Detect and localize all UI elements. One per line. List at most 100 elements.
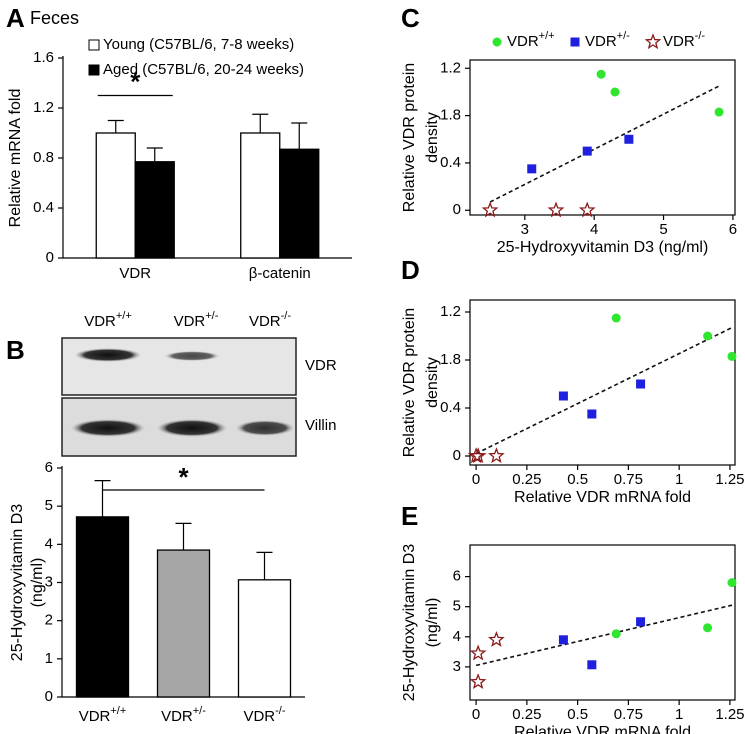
y-tick-label: 4 bbox=[45, 535, 53, 552]
point bbox=[703, 331, 713, 341]
y-tick-label: 5 bbox=[453, 598, 461, 615]
point bbox=[727, 578, 737, 588]
y-tick-label: 0 bbox=[453, 447, 461, 464]
point bbox=[558, 391, 568, 401]
y-tick-label: 0 bbox=[453, 201, 461, 218]
y-tick-label: 0.8 bbox=[33, 149, 54, 166]
x-tick-label: 6 bbox=[729, 221, 737, 238]
legend-label: Aged (C57BL/6, 20-24 weeks) bbox=[103, 61, 304, 78]
point bbox=[610, 87, 620, 97]
significance-star: * bbox=[178, 462, 189, 492]
panel-label: E bbox=[401, 501, 418, 531]
y-tick-label: 1.6 bbox=[33, 49, 54, 66]
point bbox=[481, 201, 499, 218]
point bbox=[624, 134, 634, 144]
x-tick-label: 1.25 bbox=[715, 706, 744, 723]
point bbox=[727, 351, 737, 361]
y-tick-label: 3 bbox=[453, 658, 461, 675]
x-tick-label: β-catenin bbox=[249, 265, 311, 282]
error-bar bbox=[256, 551, 273, 580]
bar bbox=[156, 549, 211, 698]
x-tick-label: 0.25 bbox=[512, 706, 541, 723]
y-axis-label: Relative mRNA fold bbox=[7, 89, 24, 228]
trendline bbox=[475, 326, 733, 455]
x-axis-label: Relative VDR mRNA fold bbox=[514, 489, 691, 506]
error-bar bbox=[94, 479, 111, 517]
y-axis-label: Relative VDR protein bbox=[401, 308, 418, 457]
label-with-superscript: VDR+/- bbox=[585, 30, 630, 50]
panel-label: A bbox=[6, 3, 25, 33]
point bbox=[558, 635, 568, 645]
point bbox=[488, 447, 505, 464]
point bbox=[469, 673, 487, 690]
label-with-superscript: VDR-/- bbox=[663, 30, 705, 50]
blot-row-label: VDR bbox=[305, 357, 337, 374]
x-tick-label: 1.25 bbox=[715, 471, 744, 488]
x-tick-label: 0.75 bbox=[614, 706, 643, 723]
point bbox=[582, 146, 592, 156]
label-superscript: +/+ bbox=[539, 30, 555, 42]
x-tick-label: 0 bbox=[472, 471, 480, 488]
y-axis-label: 25-Hydroxyvitamin D3 bbox=[9, 504, 26, 661]
label-base: VDR bbox=[585, 33, 617, 50]
label-superscript: -/- bbox=[275, 705, 286, 717]
x-tick-label: VDR bbox=[119, 265, 151, 282]
label-superscript: +/+ bbox=[110, 705, 126, 717]
y-tick-label: 0 bbox=[46, 249, 54, 266]
x-tick-label: 5 bbox=[659, 221, 667, 238]
y-tick-label: 6 bbox=[453, 568, 461, 585]
point bbox=[488, 631, 505, 647]
label-with-superscript: VDR-/- bbox=[249, 310, 291, 330]
y-tick-label: 1.2 bbox=[33, 99, 54, 116]
x-tick-label: 0.75 bbox=[614, 471, 643, 488]
plot-frame bbox=[469, 299, 736, 466]
y-tick-label: 6 bbox=[45, 459, 53, 476]
point bbox=[636, 617, 646, 627]
x-tick-label: 3 bbox=[521, 221, 529, 238]
point bbox=[714, 107, 724, 117]
label-with-superscript: VDR+/+ bbox=[84, 310, 132, 330]
label-base: VDR bbox=[249, 313, 281, 330]
bar bbox=[279, 148, 320, 259]
y-tick-label: 0.4 bbox=[33, 199, 54, 216]
western-blot bbox=[61, 337, 297, 457]
label-with-superscript: VDR+/- bbox=[161, 705, 206, 725]
point bbox=[636, 379, 646, 389]
x-tick-label: 0 bbox=[472, 706, 480, 723]
point bbox=[703, 623, 713, 633]
panel-label: B bbox=[6, 335, 25, 365]
trendline bbox=[489, 85, 720, 203]
panel-subtitle: Feces bbox=[30, 8, 79, 28]
label-with-superscript: VDR+/+ bbox=[507, 30, 555, 50]
blot-band bbox=[74, 348, 142, 362]
label-superscript: +/+ bbox=[116, 310, 132, 322]
point bbox=[547, 201, 565, 218]
blot-strip bbox=[61, 337, 297, 396]
error-bar bbox=[291, 122, 308, 150]
bar bbox=[237, 579, 292, 698]
plot-frame bbox=[469, 59, 736, 216]
legend-swatch bbox=[88, 64, 100, 76]
blot-band bbox=[156, 419, 228, 437]
bar bbox=[95, 132, 136, 259]
y-axis-label: density bbox=[424, 112, 441, 163]
y-tick-label: 1.8 bbox=[440, 351, 461, 368]
y-axis-label: (ng/ml) bbox=[29, 558, 46, 608]
y-axis-label: Relative VDR protein bbox=[401, 63, 418, 212]
x-tick-label: 0.5 bbox=[567, 706, 588, 723]
y-axis-label: 25-Hydroxyvitamin D3 bbox=[401, 544, 418, 701]
y-tick-label: 2 bbox=[45, 612, 53, 629]
point bbox=[587, 409, 597, 419]
y-tick-label: 1.2 bbox=[440, 303, 461, 320]
label-base: VDR bbox=[507, 33, 539, 50]
y-tick-label: 0.4 bbox=[440, 154, 461, 171]
x-axis-label: Relative VDR mRNA fold bbox=[514, 724, 691, 734]
x-tick-label: 0.5 bbox=[567, 471, 588, 488]
x-tick-label: 4 bbox=[590, 221, 598, 238]
label-superscript: +/- bbox=[617, 30, 630, 42]
point bbox=[469, 644, 487, 661]
panel-label: C bbox=[401, 3, 420, 33]
significance-star: * bbox=[130, 66, 141, 96]
point bbox=[587, 660, 597, 670]
label-base: VDR bbox=[84, 313, 116, 330]
